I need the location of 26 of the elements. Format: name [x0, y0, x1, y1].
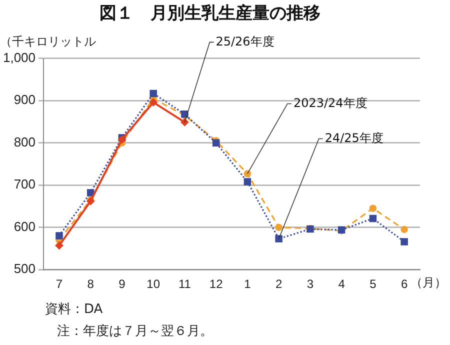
x-tick-label: 4 [338, 277, 346, 292]
x-tick-label: 10 [146, 277, 160, 292]
x-tick-label: 6 [400, 277, 408, 292]
text: 注：年度は７月～翌６月。 [57, 323, 213, 340]
x-tick-label: 8 [87, 277, 94, 292]
annotation: 25/26年度 [216, 34, 274, 48]
x-tick-label: 7 [56, 277, 63, 292]
y-tick-label: 600 [14, 218, 36, 234]
x-tick-label: 3 [306, 277, 314, 292]
annotation: 24/25年度 [324, 130, 384, 145]
y-axis-title: （千キロリットル [0, 34, 96, 49]
y-tick-label: 800 [14, 134, 36, 150]
x-tick-label: 5 [370, 277, 377, 292]
x-tick-label: 2 [275, 277, 282, 292]
y-tick-label: 500 [14, 261, 36, 276]
x-tick-label: 1 [244, 277, 252, 292]
x-axis-title: （月） [410, 276, 446, 290]
x-tick-label: 11 [178, 277, 192, 292]
y-tick-label: 1,000 [2, 50, 36, 65]
x-tick-label: 9 [118, 277, 126, 292]
y-tick-label: 900 [14, 92, 36, 108]
text: 資料：DA [45, 301, 103, 318]
x-tick-label: 12 [209, 277, 224, 292]
annotation: 2023/24年度 [293, 96, 368, 110]
y-tick-label: 700 [14, 176, 36, 192]
chart-title: 図１ 月別生乳生産量の推移 [100, 4, 320, 24]
